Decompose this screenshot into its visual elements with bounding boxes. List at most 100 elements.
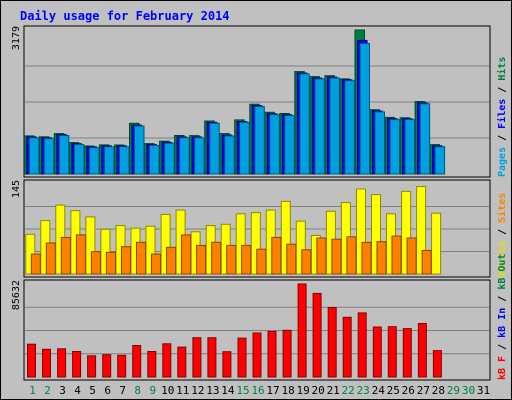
panel-bottom-max-label: 85632 xyxy=(11,280,22,310)
panel-top-bar-s2-day-18 xyxy=(284,115,295,175)
x-tick-day-1: 1 xyxy=(29,384,36,397)
panel-top-bar-s2-day-10 xyxy=(164,142,175,175)
x-tick-day-15: 15 xyxy=(236,384,249,397)
panel-top-legend-item-2: Files xyxy=(496,99,508,129)
panel-bottom-bar-s0-day-22 xyxy=(342,316,352,378)
panel-middle-bar-s0-day-24 xyxy=(371,194,381,275)
panel-middle-bar-s1-day-11 xyxy=(181,234,192,275)
panel-bottom-legend-item-4: kB Out xyxy=(497,254,508,290)
x-tick-day-29: 29 xyxy=(447,384,460,397)
panel-middle-bar-s1-day-25 xyxy=(391,235,402,275)
panel-top-bar-s2-day-12 xyxy=(194,137,205,175)
panel-bottom-bar-s0-day-8 xyxy=(132,345,142,378)
panel-top-bar-s2-day-26 xyxy=(404,119,416,175)
panel-bottom-bar-s0-day-27 xyxy=(417,323,427,378)
panel-middle-bar-s1-day-15 xyxy=(241,244,252,275)
panel-bottom-bar-s0-day-26 xyxy=(402,328,412,378)
x-tick-day-24: 24 xyxy=(372,384,386,397)
x-tick-day-22: 22 xyxy=(342,384,355,397)
panel-top-bar-s2-day-16 xyxy=(254,106,265,175)
panel-top-legend-item-1: / xyxy=(497,129,508,147)
x-tick-day-10: 10 xyxy=(161,384,174,397)
panel-middle-bar-s1-day-21 xyxy=(331,238,342,275)
panel-bottom-legend-item-0: kB F xyxy=(497,356,508,380)
panel-middle-bar-s1-day-5 xyxy=(90,251,101,275)
x-tick-day-13: 13 xyxy=(206,384,219,397)
panel-bottom-bar-s0-day-15 xyxy=(237,337,247,378)
panel-bottom-legend: kB F / kB In / kB Out xyxy=(497,254,508,380)
x-tick-day-27: 27 xyxy=(417,384,430,397)
panel-bottom-bar-s0-day-2 xyxy=(42,348,51,378)
panel-top-bar-s2-day-21 xyxy=(329,77,340,175)
panel-middle-bar-s1-day-2 xyxy=(45,242,56,275)
x-tick-day-30: 30 xyxy=(462,384,475,397)
panel-top-bar-s2-day-8 xyxy=(134,125,145,175)
x-tick-day-23: 23 xyxy=(357,384,370,397)
panel-bottom-bar-s0-day-10 xyxy=(162,343,172,378)
x-tick-day-17: 17 xyxy=(266,384,279,397)
x-tick-day-6: 6 xyxy=(104,384,111,397)
panel-top-bar-s2-day-2 xyxy=(43,138,55,175)
panel-middle-bar-s0-day-16 xyxy=(250,212,261,275)
panel-bottom-bar-s0-day-1 xyxy=(27,343,36,378)
x-tick-day-26: 26 xyxy=(402,384,415,397)
panel-middle-bar-s1-day-24 xyxy=(376,241,387,275)
x-tick-day-28: 28 xyxy=(432,384,445,397)
panel-bottom-legend-item-3: / xyxy=(497,290,508,308)
panel-middle-bar-s0-day-26 xyxy=(401,190,412,275)
panel-middle-bar-s1-day-23 xyxy=(361,241,372,275)
panel-middle-bar-s1-day-8 xyxy=(136,241,146,275)
panel-middle-bar-s1-day-18 xyxy=(286,243,297,275)
panel-middle-bar-s0-day-28 xyxy=(431,212,442,275)
x-tick-day-7: 7 xyxy=(119,384,126,397)
panel-middle-legend-item-2: Sites xyxy=(496,193,508,223)
panel-top-legend-item-4: Hits xyxy=(496,57,508,81)
panel-top-bar-s2-day-6 xyxy=(103,146,115,175)
x-tick-day-20: 20 xyxy=(311,384,324,397)
panel-middle: 145 Visits / Sites xyxy=(11,179,508,278)
panel-bottom-bar-s0-day-28 xyxy=(432,350,442,378)
panel-bottom-bar-s0-day-5 xyxy=(87,355,97,378)
panel-top-bar-s2-day-15 xyxy=(239,121,250,175)
panel-middle-bar-s1-day-14 xyxy=(226,244,237,275)
panel-middle-bar-s0-day-10 xyxy=(160,213,171,275)
panel-bottom-legend-item-2: kB In xyxy=(497,308,508,338)
panel-middle-bar-s1-day-26 xyxy=(406,237,417,275)
panel-top-bar-s2-day-11 xyxy=(179,137,190,175)
panel-middle-legend: Visits / Sites xyxy=(496,193,508,277)
panel-bottom-bar-s0-day-19 xyxy=(297,283,307,378)
panel-middle-bar-s1-day-1 xyxy=(30,253,41,275)
x-tick-day-9: 9 xyxy=(149,384,156,397)
panel-bottom-bar-s0-day-14 xyxy=(222,351,232,378)
panel-middle-bar-s1-day-7 xyxy=(121,246,131,275)
panel-bottom-bar-s0-day-13 xyxy=(207,337,217,378)
panel-middle-bar-s1-day-13 xyxy=(211,241,222,275)
panel-middle-bar-s1-day-19 xyxy=(301,249,312,275)
x-tick-day-14: 14 xyxy=(221,384,235,397)
panel-top-legend: Pages / Files / Hits xyxy=(496,57,508,177)
panel-middle-bar-s1-day-12 xyxy=(196,244,207,275)
panel-middle-bar-s1-day-20 xyxy=(316,237,327,275)
panel-top-bar-s2-day-19 xyxy=(299,73,310,175)
x-tick-day-12: 12 xyxy=(191,384,204,397)
x-tick-day-25: 25 xyxy=(387,384,400,397)
panel-bottom-bar-s0-day-24 xyxy=(372,326,382,378)
panel-top-max-label: 3179 xyxy=(11,26,22,50)
panel-top-bar-s2-day-3 xyxy=(58,135,70,175)
panel-middle-bar-s0-day-15 xyxy=(235,213,246,275)
panel-top-legend-item-3: / xyxy=(497,81,508,99)
x-tick-day-19: 19 xyxy=(296,384,309,397)
panel-middle-bar-s1-day-6 xyxy=(105,251,116,275)
panel-bottom-legend-item-1: / xyxy=(497,338,508,356)
x-tick-day-3: 3 xyxy=(59,384,66,397)
panel-top-bar-s2-day-27 xyxy=(419,103,431,175)
x-tick-day-4: 4 xyxy=(74,384,81,397)
panel-top-bar-s2-day-13 xyxy=(209,122,220,175)
panel-bottom-bar-s0-day-25 xyxy=(387,326,397,378)
panel-bottom: 85632 kB F / kB In / kB Out xyxy=(11,254,508,381)
panel-top-bar-s2-day-28 xyxy=(434,146,446,175)
panel-middle-bar-s1-day-27 xyxy=(421,249,432,275)
panel-bottom-bar-s0-day-4 xyxy=(72,351,82,378)
x-tick-day-21: 21 xyxy=(327,384,340,397)
panel-middle-legend-item-0: Visits xyxy=(496,241,508,277)
